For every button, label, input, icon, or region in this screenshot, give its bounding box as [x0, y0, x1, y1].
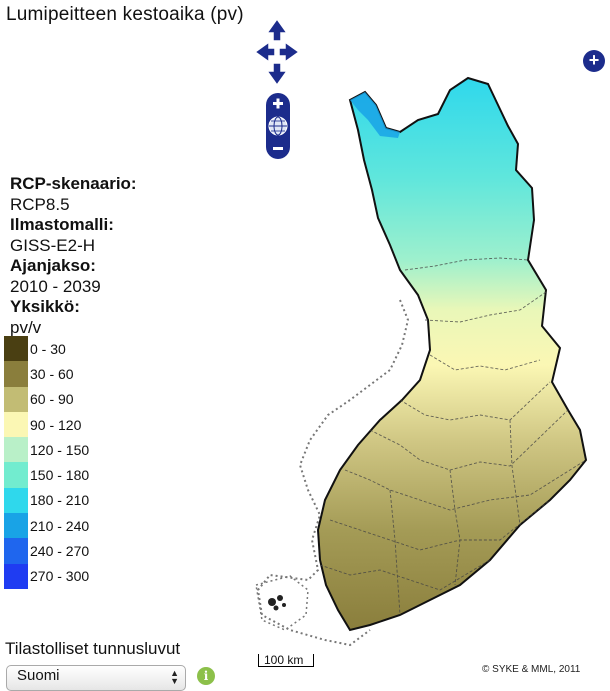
layer-switcher-icon[interactable]: + — [583, 50, 605, 72]
info-icon[interactable]: i — [197, 667, 215, 685]
legend-swatch — [4, 487, 28, 514]
legend-swatch — [4, 538, 28, 564]
legend-swatch — [4, 513, 28, 539]
legend-swatch — [4, 336, 28, 362]
legend-label: 90 - 120 — [30, 416, 82, 433]
legend-swatch — [4, 361, 28, 387]
legend-item: 150 - 180 — [4, 462, 90, 488]
unit-label: Yksikkö: — [10, 297, 80, 316]
legend-item: 270 - 300 — [4, 563, 90, 589]
zoom-in-icon[interactable] — [273, 98, 283, 109]
legend: 0 - 30 30 - 60 60 - 90 90 - 120 120 - 15… — [4, 336, 89, 589]
scale-bar: 100 km — [258, 653, 314, 667]
legend-swatch — [4, 386, 28, 412]
legend-label: 120 - 150 — [30, 441, 90, 458]
copyright: © SYKE & MML, 2011 — [482, 664, 581, 675]
legend-swatch — [4, 462, 28, 488]
legend-label: 180 - 210 — [30, 492, 90, 509]
scale-label: 100 km — [264, 653, 304, 667]
region-borders — [319, 257, 587, 616]
pan-right-icon[interactable] — [278, 40, 301, 64]
stats-heading: Tilastolliset tunnusluvut — [5, 639, 181, 658]
unit-value: pv/v — [10, 317, 42, 337]
legend-label: 150 - 180 — [30, 467, 90, 484]
zoom-out-icon[interactable] — [273, 147, 283, 150]
map-title: Lumipeitteen kestoaika (pv) — [6, 4, 244, 25]
legend-label: 210 - 240 — [30, 517, 90, 534]
scale-bar-line — [258, 654, 314, 667]
aland-border — [255, 575, 309, 631]
legend-item: 180 - 210 — [4, 487, 90, 514]
pan-down-icon[interactable] — [265, 62, 289, 87]
legend-label: 30 - 60 — [30, 365, 74, 382]
finland-map[interactable] — [250, 70, 610, 650]
legend-item: 60 - 90 — [4, 386, 89, 412]
globe-icon[interactable] — [268, 116, 288, 136]
region-select[interactable]: Suomi ▲ ▼ — [6, 665, 186, 691]
select-arrows-icon: ▲ ▼ — [170, 668, 179, 686]
legend-item: 240 - 270 — [4, 538, 90, 564]
period-label: Ajanjakso: — [10, 256, 96, 275]
legend-label: 0 - 30 — [30, 340, 66, 357]
north-west-arm — [350, 92, 400, 138]
pan-left-icon[interactable] — [253, 40, 276, 64]
legend-item: 90 - 120 — [4, 411, 89, 438]
legend-label: 240 - 270 — [30, 543, 90, 560]
legend-item: 210 - 240 — [4, 513, 90, 539]
finland-outline — [316, 76, 588, 632]
legend-item: 0 - 30 — [4, 336, 89, 362]
aland-islands — [268, 595, 286, 611]
legend-label: 60 - 90 — [30, 391, 74, 408]
legend-swatch — [4, 411, 28, 438]
pan-up-icon[interactable] — [265, 17, 289, 42]
legend-swatch — [4, 563, 28, 589]
map-info-panel: RCP-skenaario: RCP8.5 Ilmastomalli: GISS… — [10, 174, 137, 338]
scenario-value: RCP8.5 — [10, 194, 70, 214]
zoom-control[interactable] — [265, 92, 291, 160]
legend-item: 120 - 150 — [4, 437, 90, 463]
pan-control[interactable] — [253, 17, 301, 87]
legend-label: 270 - 300 — [30, 568, 90, 585]
legend-swatch — [4, 437, 28, 463]
period-value: 2010 - 2039 — [10, 276, 101, 296]
scenario-label: RCP-skenaario: — [10, 174, 137, 193]
model-label: Ilmastomalli: — [10, 215, 114, 234]
region-select-value: Suomi — [17, 667, 60, 684]
legend-item: 30 - 60 — [4, 361, 89, 387]
model-value: GISS-E2-H — [10, 235, 96, 255]
